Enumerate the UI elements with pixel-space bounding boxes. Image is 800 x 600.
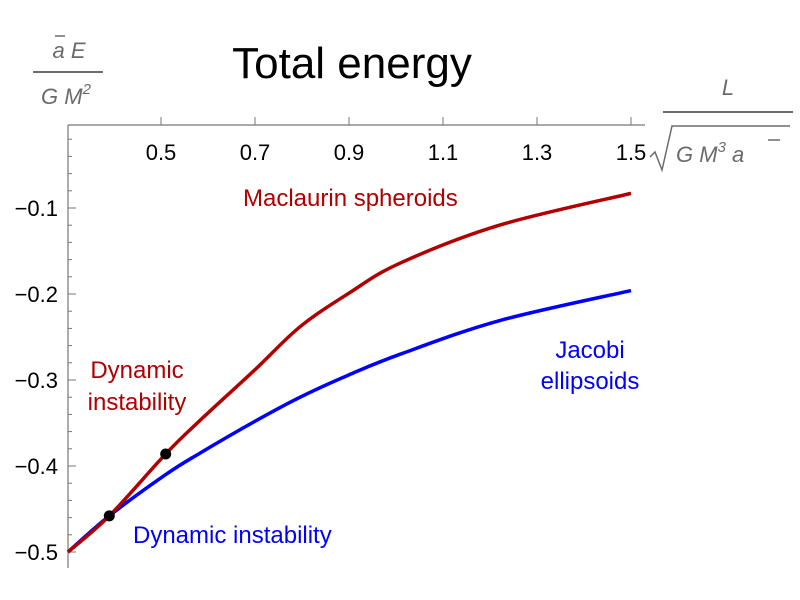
x-axis-label: L G M3 a xyxy=(649,75,793,173)
y-tick-labels: −0.1 −0.2 −0.3 −0.4 −0.5 xyxy=(15,196,58,565)
sqrt-icon xyxy=(649,125,790,173)
x-tick-label: 1.5 xyxy=(616,140,647,165)
x-tick-label: 0.9 xyxy=(334,140,365,165)
annotation-red-instability-line1: Dynamic xyxy=(90,357,183,384)
axes xyxy=(67,117,645,568)
y-tick-label: −0.5 xyxy=(15,540,58,565)
y-tick-label: −0.4 xyxy=(15,454,58,479)
chart-title: Total energy xyxy=(232,39,472,88)
series-line-maclaurin-spheroids xyxy=(66,191,632,554)
annotation-maclaurin: Maclaurin spheroids xyxy=(243,185,458,212)
x-label-denominator: G M3 a xyxy=(676,139,744,167)
x-tick-label: 0.7 xyxy=(240,140,271,165)
y-tick-label: −0.2 xyxy=(15,282,58,307)
y-tick-label: −0.1 xyxy=(15,196,58,221)
x-tick-label: 0.5 xyxy=(146,140,177,165)
annotation-jacobi-line1: Jacobi xyxy=(555,337,624,364)
bifurcation-point xyxy=(103,510,115,522)
x-tick-label: 1.1 xyxy=(428,140,459,165)
annotation-red-instability-line2: instability xyxy=(88,389,187,416)
series xyxy=(66,191,632,554)
y-axis-label: a E G M2 xyxy=(33,35,103,109)
y-label-numerator: a E xyxy=(52,38,85,63)
annotation-blue-instability: Dynamic instability xyxy=(133,522,332,549)
points xyxy=(103,448,172,522)
x-tick-labels: 0.5 0.7 0.9 1.1 1.3 1.5 xyxy=(146,140,647,165)
x-label-numerator: L xyxy=(722,75,734,100)
y-tick-label: −0.3 xyxy=(15,368,58,393)
annotation-jacobi-line2: ellipsoids xyxy=(541,368,640,395)
y-label-denominator: G M2 xyxy=(41,81,92,109)
bifurcation-point xyxy=(160,448,172,460)
x-tick-label: 1.3 xyxy=(522,140,553,165)
series-line-jacobi-ellipsoids xyxy=(66,288,632,554)
